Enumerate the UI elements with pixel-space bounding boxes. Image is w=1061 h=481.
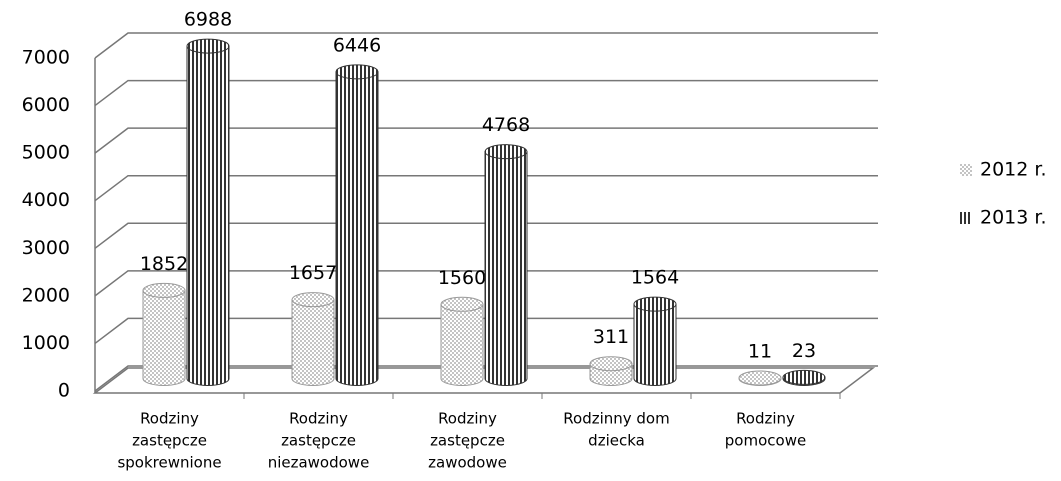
- bar-top: [782, 369, 826, 385]
- legend-label: 2012 r.: [980, 159, 1047, 181]
- data-label: 23: [792, 340, 816, 362]
- grid-line: [94, 79, 878, 107]
- bar-top: [633, 296, 677, 312]
- legend-label: 2013 r.: [980, 207, 1047, 229]
- bar-top: [142, 282, 186, 298]
- y-tick-label: 7000: [22, 47, 70, 69]
- legend-swatch: [960, 212, 972, 224]
- grid-line: [94, 222, 878, 249]
- grid-line: [94, 317, 878, 345]
- x-tick-label: Rodziny: [289, 410, 348, 428]
- grid-line: [94, 270, 878, 297]
- bar: [633, 303, 677, 386]
- x-tick-label: Rodziny: [736, 410, 795, 428]
- grid-line: [94, 174, 878, 202]
- x-tick-label: spokrewnione: [117, 454, 221, 472]
- y-tick-label: 4000: [22, 189, 70, 211]
- bar-top: [291, 292, 335, 308]
- x-tick-label: zawodowe: [428, 454, 507, 472]
- bar: [291, 299, 335, 386]
- x-tick-label: Rodziny: [438, 410, 497, 428]
- y-tick-label: 5000: [22, 142, 70, 164]
- x-tick-label: dziecka: [588, 432, 645, 450]
- floor: [92, 367, 876, 394]
- bar: [186, 45, 230, 386]
- data-label: 1564: [631, 267, 679, 289]
- data-label: 6446: [333, 34, 381, 56]
- data-label: 1852: [140, 253, 188, 275]
- x-tick-label: pomocowe: [725, 432, 806, 450]
- legend-swatch: [960, 164, 972, 176]
- data-label: 6988: [184, 9, 232, 31]
- x-tick-label: Rodzinny dom: [563, 410, 669, 428]
- x-tick-label: zastępcze: [132, 432, 207, 450]
- data-label: 4768: [482, 114, 530, 136]
- bar: [335, 71, 379, 386]
- bar: [484, 151, 528, 386]
- y-tick-label: 0: [58, 380, 70, 402]
- grid-line: [94, 127, 878, 154]
- data-label: 1560: [438, 267, 486, 289]
- bar-top: [484, 144, 528, 160]
- grid-line: [94, 32, 878, 59]
- bar-top: [186, 38, 230, 54]
- data-label: 311: [593, 326, 629, 348]
- data-label: 11: [748, 340, 772, 362]
- x-tick-label: niezawodowe: [268, 454, 370, 472]
- y-tick-label: 3000: [22, 237, 70, 259]
- bar: [142, 289, 186, 386]
- data-label: 1657: [289, 262, 337, 284]
- y-tick-label: 1000: [22, 332, 70, 354]
- x-tick-label: zastępcze: [281, 432, 356, 450]
- x-tick-label: Rodziny: [140, 410, 199, 428]
- bar: [440, 303, 484, 386]
- y-tick-label: 6000: [22, 94, 70, 116]
- x-tick-label: zastępcze: [430, 432, 505, 450]
- y-tick-label: 2000: [22, 284, 70, 306]
- bar-top: [589, 356, 633, 372]
- bar-top: [440, 296, 484, 312]
- bar-top: [335, 64, 379, 80]
- bar-top: [738, 370, 782, 386]
